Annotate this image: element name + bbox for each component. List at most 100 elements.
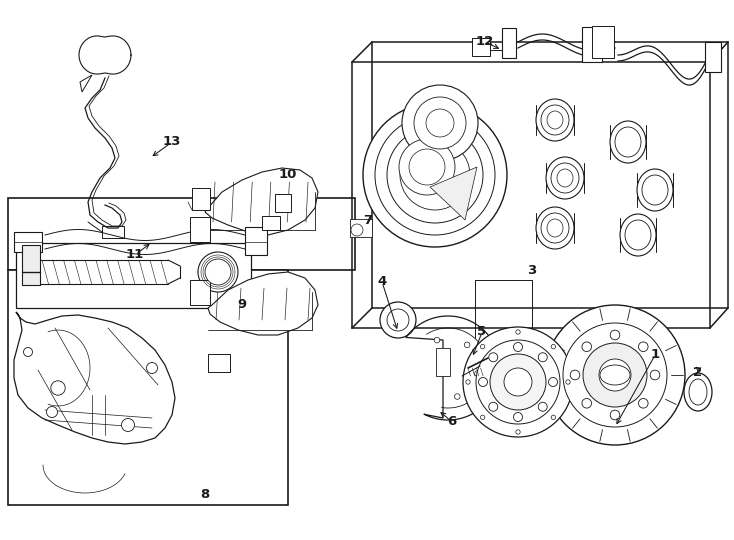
Bar: [22, 245, 40, 285]
Circle shape: [375, 115, 495, 235]
Circle shape: [479, 377, 487, 387]
Ellipse shape: [541, 213, 569, 243]
Circle shape: [481, 415, 485, 420]
Circle shape: [454, 394, 460, 400]
Circle shape: [466, 380, 470, 384]
Bar: [262, 216, 280, 230]
Polygon shape: [205, 168, 318, 235]
Ellipse shape: [625, 220, 651, 250]
Ellipse shape: [551, 163, 579, 193]
Circle shape: [426, 109, 454, 137]
Ellipse shape: [637, 169, 673, 211]
Text: 11: 11: [126, 248, 144, 261]
Polygon shape: [80, 75, 92, 92]
Circle shape: [414, 97, 466, 149]
Circle shape: [481, 345, 485, 349]
Ellipse shape: [557, 169, 573, 187]
Circle shape: [570, 370, 580, 380]
Circle shape: [402, 85, 478, 161]
Bar: [14, 232, 42, 252]
Circle shape: [23, 348, 32, 356]
Text: 10: 10: [279, 168, 297, 181]
Circle shape: [387, 127, 483, 223]
Text: 7: 7: [363, 213, 373, 226]
Bar: [208, 354, 230, 372]
Polygon shape: [208, 272, 318, 335]
Circle shape: [504, 368, 532, 396]
Ellipse shape: [610, 121, 646, 163]
Circle shape: [639, 399, 648, 408]
Text: 5: 5: [477, 326, 487, 339]
Bar: [16, 243, 251, 308]
Text: 6: 6: [448, 415, 457, 429]
Text: 2: 2: [694, 366, 702, 379]
Bar: [190, 217, 210, 242]
Circle shape: [387, 309, 409, 331]
Bar: [502, 28, 516, 58]
Circle shape: [566, 380, 570, 384]
Bar: [245, 227, 267, 255]
Circle shape: [516, 330, 520, 334]
Ellipse shape: [615, 127, 641, 157]
Ellipse shape: [536, 99, 574, 141]
Text: 12: 12: [476, 36, 494, 49]
Circle shape: [583, 343, 647, 407]
Circle shape: [514, 413, 523, 422]
Circle shape: [538, 353, 548, 362]
Circle shape: [465, 342, 470, 348]
Text: 8: 8: [200, 489, 210, 502]
Bar: [350, 219, 372, 237]
Bar: [190, 280, 210, 305]
Circle shape: [380, 302, 416, 338]
Circle shape: [516, 430, 520, 434]
Circle shape: [463, 327, 573, 437]
Circle shape: [399, 139, 455, 195]
Bar: [592, 26, 614, 58]
Text: 4: 4: [377, 275, 387, 288]
Circle shape: [475, 371, 480, 376]
Circle shape: [639, 342, 648, 352]
Circle shape: [582, 399, 592, 408]
Circle shape: [351, 224, 363, 236]
Circle shape: [476, 340, 560, 424]
Ellipse shape: [541, 105, 569, 135]
Circle shape: [545, 305, 685, 445]
Circle shape: [563, 323, 667, 427]
Ellipse shape: [642, 175, 668, 205]
Bar: [8, 270, 288, 505]
Polygon shape: [430, 167, 477, 220]
Circle shape: [548, 377, 558, 387]
Circle shape: [538, 402, 548, 411]
Text: 9: 9: [237, 299, 247, 312]
Circle shape: [610, 330, 619, 340]
Circle shape: [205, 259, 231, 285]
Bar: [472, 38, 490, 56]
Circle shape: [490, 354, 546, 410]
Bar: [705, 42, 721, 72]
Circle shape: [198, 252, 238, 292]
Polygon shape: [14, 312, 175, 444]
Circle shape: [51, 381, 65, 395]
Circle shape: [400, 140, 470, 210]
Ellipse shape: [684, 373, 712, 411]
Circle shape: [46, 407, 57, 417]
Circle shape: [409, 149, 445, 185]
Circle shape: [363, 103, 507, 247]
Bar: [436, 348, 450, 376]
Bar: [275, 194, 291, 212]
Circle shape: [147, 362, 158, 374]
Circle shape: [434, 338, 440, 343]
Bar: [102, 226, 124, 238]
Bar: [192, 188, 210, 210]
Circle shape: [582, 342, 592, 352]
Text: 13: 13: [163, 136, 181, 148]
Bar: [582, 27, 602, 62]
Circle shape: [551, 345, 556, 349]
Ellipse shape: [547, 111, 563, 129]
Circle shape: [551, 415, 556, 420]
Ellipse shape: [689, 379, 707, 405]
Circle shape: [122, 418, 134, 431]
Ellipse shape: [536, 207, 574, 249]
Circle shape: [650, 370, 660, 380]
Text: 3: 3: [527, 264, 537, 276]
